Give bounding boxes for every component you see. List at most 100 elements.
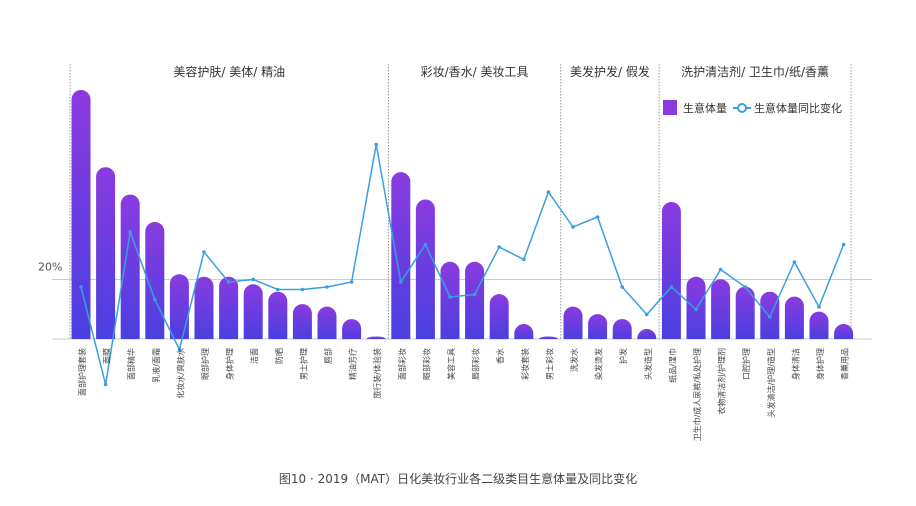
bar [465,261,485,339]
line-point [743,285,747,289]
bar [71,90,91,339]
x-tick-label: 防晒 [274,348,284,364]
line-point [571,225,575,229]
bar [440,261,460,339]
bar [809,311,829,339]
line-point [841,242,846,247]
x-tick-labels: 面部护理套装 面膜 面部精华 乳液/面霜 化妆水/爽肤水 眼部护理 身体护理 洁面 防晒 男士护理… [77,348,850,441]
group-label: 美发护发/ 假发 [570,64,650,79]
legend-line-label: 生意体量同比变化 [754,101,842,115]
line-point [202,250,206,254]
legend-bar-label: 生意体量 [683,101,727,115]
bar [342,319,362,339]
x-tick-label: 洗发水 [569,348,579,372]
line-point [792,260,797,264]
bar-series [71,90,854,339]
line-point [325,285,329,289]
bar [219,276,239,339]
legend: 生意体量 生意体量同比变化 [663,100,842,115]
line-point [300,287,305,292]
bar [588,314,608,339]
bar [120,194,140,339]
line-point [128,230,132,234]
group-label: 洗护清洁剂/ 卫生巾/纸/香薰 [681,64,829,79]
x-tick-label: 身体护理 [225,348,235,380]
line-point [103,382,108,387]
x-tick-label: 男士护理 [298,348,308,380]
line-point [276,287,280,292]
line-point [374,142,379,147]
group-labels: 美容护肤/ 美体/ 精油 彩妆/香水/ 美妆工具 美发护发/ 假发 洗护清洁剂/ 卫生… [173,64,829,79]
x-tick-label: 唇部彩妆 [471,348,481,380]
line-point [399,280,403,284]
bar [563,306,583,339]
line-point [620,285,624,289]
line-series [79,142,846,387]
line-path [80,144,845,385]
bar [637,329,657,339]
x-tick-label: 面膜 [102,348,112,364]
legend-line-marker [737,103,747,113]
bar [735,286,755,339]
line-point [768,315,772,319]
bar [538,336,558,339]
group-label: 彩妆/香水/ 美妆工具 [421,65,529,79]
group-dividers [69,64,852,339]
line-point [423,242,428,247]
x-tick-label: 衣物清洁剂/护理剂 [717,348,727,415]
line-point [79,285,83,289]
bar [243,284,263,339]
line-point [472,292,477,297]
x-tick-label: 口腔护理 [741,348,751,380]
reference-label: 20% [38,261,62,274]
bar [169,274,189,339]
bar [489,294,509,339]
x-tick-label: 男士彩妆 [544,348,554,380]
bar [391,172,411,339]
x-tick-label: 护发 [618,348,628,364]
x-tick-label: 香水 [495,348,505,364]
x-tick-label: 染发烫发 [594,348,604,380]
bar [194,276,214,339]
line-point [817,305,821,309]
line-point [448,295,452,299]
line-point [153,297,157,302]
line-point [522,257,526,262]
bar [415,199,435,339]
x-tick-label: 身体清洁 [790,348,800,380]
x-tick-label: 纸品/湿巾 [667,348,677,383]
x-tick-label: 乳液/面霜 [151,348,161,383]
line-point [718,267,723,272]
x-tick-label: 身体护理 [815,348,825,380]
line-point [694,307,698,312]
line-point [546,190,551,194]
bar [292,304,312,339]
bar [661,202,681,339]
x-tick-label: 头发清洁/护理/造型 [766,348,776,417]
x-tick-label: 化妆水/爽肤水 [175,348,185,399]
bar [514,324,534,339]
figure-caption: 图10 · 2019（MAT）日化美妆行业各二级类目生意体量及同比变化 [278,472,638,486]
line-point [497,245,502,249]
x-tick-label: 面部精华 [126,348,136,380]
x-tick-label: 美容工具 [446,348,456,380]
bar [96,167,116,339]
line-point [645,312,649,317]
x-tick-label: 洁面 [249,348,259,364]
line-point [177,347,182,352]
bar [711,279,731,339]
x-tick-label: 头发造型 [643,348,653,380]
x-tick-label: 香薰用品 [840,348,850,380]
bar [612,319,632,339]
x-tick-label: 彩妆套装 [520,348,530,380]
x-tick-label: 面部彩妆 [397,348,407,380]
x-tick-label: 唇部 [323,348,333,364]
line-point [226,280,231,284]
group-label: 美容护肤/ 美体/ 精油 [173,64,285,79]
x-tick-label: 眼部彩妆 [421,348,431,380]
line-point [595,215,600,219]
x-tick-label: 旅行装/体验装 [372,348,382,399]
line-point [251,277,255,282]
bar [268,291,288,339]
x-tick-label: 精油芳疗 [348,348,358,380]
